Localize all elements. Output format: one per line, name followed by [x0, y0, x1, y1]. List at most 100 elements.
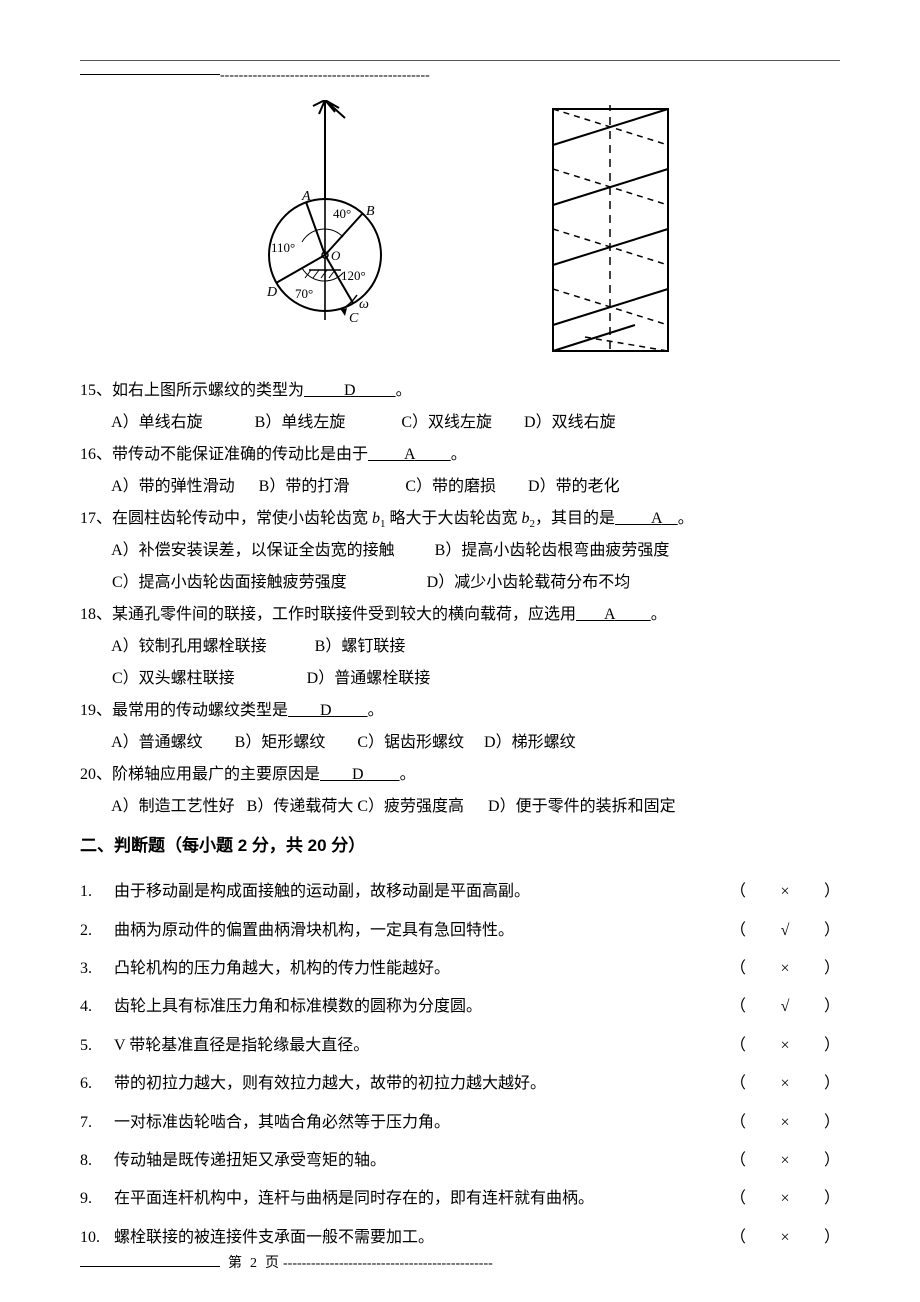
tf-row: 8.传动轴是既传递扭矩又承受弯矩的轴。（×）	[80, 1142, 840, 1180]
tf-row: 3.凸轮机构的压力角越大，机构的传力性能越好。（×）	[80, 950, 840, 988]
header-rule: ----------------------------------------…	[80, 60, 840, 80]
paren-left: （	[730, 912, 746, 950]
tf-num: 8.	[80, 1142, 114, 1180]
label-40: 40°	[333, 206, 351, 221]
tf-text: 在平面连杆机构中，连杆与曲柄是同时存在的，即有连杆就有曲柄。	[114, 1180, 730, 1218]
paren-right: ）	[824, 950, 840, 988]
label-omega: ω	[359, 297, 369, 312]
q18-blank-post	[615, 606, 651, 623]
tf-num: 3.	[80, 950, 114, 988]
q17-answer: A	[651, 510, 662, 527]
q16-answer: A	[404, 446, 415, 463]
tf-row: 7.一对标准齿轮啮合，其啮合角必然等于压力角。（×）	[80, 1104, 840, 1142]
q20-stem-a: 20、阶梯轴应用最广的主要原因是	[80, 766, 320, 783]
tf-paren: （ √ ）	[730, 912, 840, 950]
tf-mark: ×	[770, 1065, 800, 1103]
tf-num: 5.	[80, 1027, 114, 1065]
q19-stem: 19、最常用的传动螺纹类型是 D 。	[80, 695, 840, 727]
q17-stem-a: 17、在圆柱齿轮传动中，常使小齿轮齿宽	[80, 510, 372, 527]
label-B: B	[366, 204, 375, 219]
mc-questions: 15、如右上图所示螺纹的类型为 D 。 A）单线右旋 B）单线左旋 C）双线左旋…	[80, 375, 840, 863]
figures-row: A B C D O 40° 110° 120° 70° ω	[80, 100, 840, 365]
paren-left: （	[730, 1104, 746, 1142]
q17-b2: b	[522, 510, 530, 527]
tf-row: 1.由于移动副是构成面接触的运动副，故移动副是平面高副。（×）	[80, 873, 840, 911]
q18-opts2: C）双头螺柱联接 D）普通螺栓联接	[80, 663, 840, 695]
q17-stem-d: 。	[678, 510, 694, 527]
q17-stem-c: ，其目的是	[535, 510, 615, 527]
footer-underline	[80, 1266, 220, 1267]
paren-right: ）	[824, 912, 840, 950]
q15-blank-pre	[304, 382, 344, 399]
q15-blank-post	[356, 382, 396, 399]
tf-paren: （×）	[730, 1065, 840, 1103]
q17-opts2: C）提高小齿轮齿面接触疲劳强度 D）减少小齿轮载荷分布不均	[80, 567, 840, 599]
q15-answer: D	[344, 382, 356, 399]
figure-circle: A B C D O 40° 110° 120° 70° ω	[245, 100, 425, 365]
tf-paren: （×）	[730, 1180, 840, 1218]
q16-opts: A）带的弹性滑动 B）带的打滑 C）带的磨损 D）带的老化	[80, 471, 840, 503]
paren-left: （	[730, 1027, 746, 1065]
paren-right: ）	[824, 1104, 840, 1142]
q18-stem: 18、某通孔零件间的联接，工作时联接件受到较大的横向载荷，应选用 A 。	[80, 599, 840, 631]
q20-stem: 20、阶梯轴应用最广的主要原因是 D 。	[80, 759, 840, 791]
tf-mark: √	[770, 912, 800, 950]
footer-label-b: 页	[265, 1252, 279, 1272]
q19-opts: A）普通螺纹 B）矩形螺纹 C）锯齿形螺纹 D）梯形螺纹	[80, 727, 840, 759]
paren-left: （	[730, 1180, 746, 1218]
footer-page: 2	[250, 1256, 257, 1272]
section2-title: 二、判断题（每小题 2 分，共 20 分）	[80, 829, 840, 863]
q16-stem: 16、带传动不能保证准确的传动比是由于 A 。	[80, 439, 840, 471]
tf-num: 4.	[80, 988, 114, 1026]
tf-num: 6.	[80, 1065, 114, 1103]
tf-text: 曲柄为原动件的偏置曲柄滑块机构，一定具有急回特性。	[114, 912, 730, 950]
q17-b1: b	[372, 510, 380, 527]
label-A: A	[301, 189, 311, 204]
paren-left: （	[730, 873, 746, 911]
q18-blank-pre	[576, 606, 604, 623]
q18-opts1: A）铰制孔用螺栓联接 B）螺钉联接	[80, 631, 840, 663]
q20-opts: A）制造工艺性好 B）传递载荷大 C）疲劳强度高 D）便于零件的装拆和固定	[80, 791, 840, 823]
paren-right: ）	[824, 1142, 840, 1180]
tf-mark: ×	[770, 1180, 800, 1218]
paren-right: ）	[824, 1065, 840, 1103]
label-120: 120°	[341, 268, 366, 283]
tf-row: 4.齿轮上具有标准压力角和标准模数的圆称为分度圆。（√）	[80, 988, 840, 1026]
q20-answer: D	[352, 766, 364, 783]
q20-blank-pre	[320, 766, 352, 783]
paren-right: ）	[824, 988, 840, 1026]
paren-right: ）	[824, 1027, 840, 1065]
tf-mark: ×	[770, 950, 800, 988]
tf-num: 7.	[80, 1104, 114, 1142]
footer: 第 2 页 ----------------------------------…	[80, 1252, 840, 1272]
tf-row: 5.V 带轮基准直径是指轮缘最大直径。（×）	[80, 1027, 840, 1065]
header-dashes: ----------------------------------------…	[220, 68, 430, 84]
q19-blank-post	[332, 702, 368, 719]
q15-opts: A）单线右旋 B）单线左旋 C）双线左旋 D）双线右旋	[80, 407, 840, 439]
paren-left: （	[730, 988, 746, 1026]
q19-answer: D	[320, 702, 332, 719]
q19-stem-a: 19、最常用的传动螺纹类型是	[80, 702, 288, 719]
tf-paren: （×）	[730, 1027, 840, 1065]
header-underline	[80, 74, 220, 75]
tf-mark: √	[770, 988, 800, 1026]
label-C: C	[349, 311, 359, 326]
tf-text: 传动轴是既传递扭矩又承受弯矩的轴。	[114, 1142, 730, 1180]
q16-blank-pre	[368, 446, 404, 463]
tf-text: 由于移动副是构成面接触的运动副，故移动副是平面高副。	[114, 873, 730, 911]
q19-stem-b: 。	[368, 702, 384, 719]
q17-blank-pre	[615, 510, 651, 527]
tf-text: 带的初拉力越大，则有效拉力越大，故带的初拉力越大越好。	[114, 1065, 730, 1103]
tf-num: 9.	[80, 1180, 114, 1218]
q17-blank-post	[662, 510, 678, 527]
tf-mark: ×	[770, 873, 800, 911]
label-O: O	[331, 248, 341, 263]
label-D: D	[266, 285, 277, 300]
q20-stem-b: 。	[400, 766, 416, 783]
tf-text: 一对标准齿轮啮合，其啮合角必然等于压力角。	[114, 1104, 730, 1142]
q15-stem: 15、如右上图所示螺纹的类型为 D 。	[80, 375, 840, 407]
tf-num: 2.	[80, 912, 114, 950]
q16-blank-post	[415, 446, 451, 463]
paren-right: ）	[824, 873, 840, 911]
tf-paren: （×）	[730, 950, 840, 988]
